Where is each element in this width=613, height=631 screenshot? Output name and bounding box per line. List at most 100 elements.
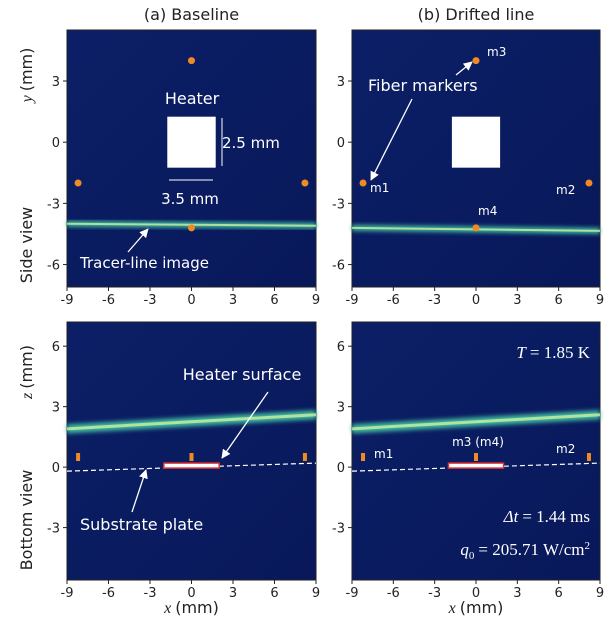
heater: [167, 116, 216, 168]
x-tick-label: -6: [102, 293, 115, 308]
x-tick-label: 9: [312, 293, 320, 308]
text-part: 0: [469, 550, 475, 562]
x-tick-label: 0: [187, 586, 195, 601]
y-tick-label: 3: [52, 401, 60, 416]
y-tick-label: 6: [52, 340, 60, 355]
tracer-line: [66, 413, 317, 431]
arrow: [455, 61, 473, 76]
x-tick-label: 9: [596, 586, 604, 601]
condition: T = 1.85 K: [516, 343, 590, 362]
annotation: Tracer-line image: [79, 254, 209, 272]
y-tick-label: -3: [47, 197, 60, 212]
text-part: x: [163, 600, 171, 617]
y-tick-label: 0: [52, 136, 60, 151]
image-panel: [351, 321, 601, 581]
y-tick-label: 3: [337, 401, 345, 416]
fiber-marker: [74, 179, 82, 187]
fiber-marker: [188, 57, 195, 65]
fiber-marker: [301, 179, 309, 187]
text-part: = 1.85 K: [530, 343, 591, 362]
marker-label: m1: [374, 447, 393, 461]
text-part: y: [19, 94, 36, 104]
fiber-marker: [188, 224, 195, 232]
text-part: (mm): [460, 598, 504, 617]
y-tick-label: 3: [337, 75, 345, 90]
arrow: [131, 469, 148, 513]
y-tick-label: -3: [332, 522, 345, 537]
annotation: Heater surface: [183, 365, 302, 384]
text-part: z: [19, 392, 36, 400]
dim-label: 3.5 mm: [161, 190, 219, 208]
marker-label: m2: [556, 183, 575, 197]
text-part: (mm): [17, 48, 36, 92]
x-tick-label: -6: [387, 586, 400, 601]
fiber-tip: [302, 453, 307, 462]
x-tick-label: -9: [61, 293, 74, 308]
condition: q0 = 205.71 W/cm2: [460, 540, 590, 562]
x-tick-label: 0: [472, 586, 480, 601]
y-tick-label: -6: [47, 259, 60, 274]
fiber-marker: [472, 224, 480, 232]
x-tick-label: 0: [472, 293, 480, 308]
x-tick-label: 0: [187, 293, 195, 308]
x-tick-label: -9: [346, 293, 359, 308]
text-part: 2: [585, 540, 591, 552]
fiber-tip: [76, 453, 81, 462]
x-tick-label: -3: [428, 586, 441, 601]
image-panel: [66, 321, 317, 581]
arrow: [221, 391, 269, 459]
y-tick-label: -3: [47, 522, 60, 537]
marker-label: m1: [370, 181, 389, 195]
dim-label: 2.5 mm: [222, 134, 280, 152]
y-tick-label: 0: [52, 461, 60, 476]
x-tick-label: 3: [229, 293, 237, 308]
x-tick-label: 6: [555, 293, 563, 308]
x-tick-label: 6: [270, 293, 278, 308]
fiber-tip: [586, 453, 591, 462]
x-tick-label: 3: [229, 586, 237, 601]
text-part: Δt: [503, 507, 520, 526]
text-part: x: [448, 600, 456, 617]
marker-label: m2: [556, 442, 575, 456]
text-part: T: [516, 343, 527, 362]
text-part: q: [460, 540, 469, 559]
x-tick-label: -6: [102, 586, 115, 601]
x-tick-label: 9: [312, 586, 320, 601]
column-title: (b) Drifted line: [418, 5, 535, 24]
text-part: (mm): [175, 598, 219, 617]
y-tick-label: -3: [332, 197, 345, 212]
annotation: Fiber markers: [368, 76, 478, 95]
x-axis-label: x (mm): [163, 598, 219, 617]
heater-surface: [163, 462, 220, 469]
x-tick-label: 6: [270, 586, 278, 601]
x-tick-label: -9: [61, 586, 74, 601]
x-tick-label: 3: [513, 293, 521, 308]
fiber-marker: [359, 179, 367, 187]
fiber-tip: [474, 453, 478, 462]
condition: Δt = 1.44 ms: [503, 507, 590, 526]
x-tick-label: -3: [144, 586, 157, 601]
text-part: = 205.71 W/cm: [478, 540, 584, 559]
y-tick-label: 0: [337, 136, 345, 151]
text-part: (mm): [17, 345, 36, 389]
arrow: [370, 98, 413, 181]
marker-label: m3 (m4): [452, 435, 504, 449]
x-tick-label: -3: [144, 293, 157, 308]
tracer-line: [351, 413, 601, 431]
y-tick-label: 3: [52, 75, 60, 90]
x-tick-label: -6: [387, 293, 400, 308]
heater: [451, 116, 501, 168]
x-tick-label: 6: [555, 586, 563, 601]
arrow: [127, 228, 149, 253]
fiber-marker: [472, 57, 480, 65]
fiber-tip: [361, 453, 366, 462]
column-title: (a) Baseline: [144, 5, 239, 24]
y-axis-label: z (mm): [17, 345, 36, 400]
y-tick-label: -6: [332, 259, 345, 274]
x-axis-label: x (mm): [448, 598, 504, 617]
marker-label: m4: [478, 204, 497, 218]
heater-surface: [447, 462, 505, 469]
row-label: Bottom view: [17, 470, 36, 571]
fiber-marker: [585, 179, 593, 187]
